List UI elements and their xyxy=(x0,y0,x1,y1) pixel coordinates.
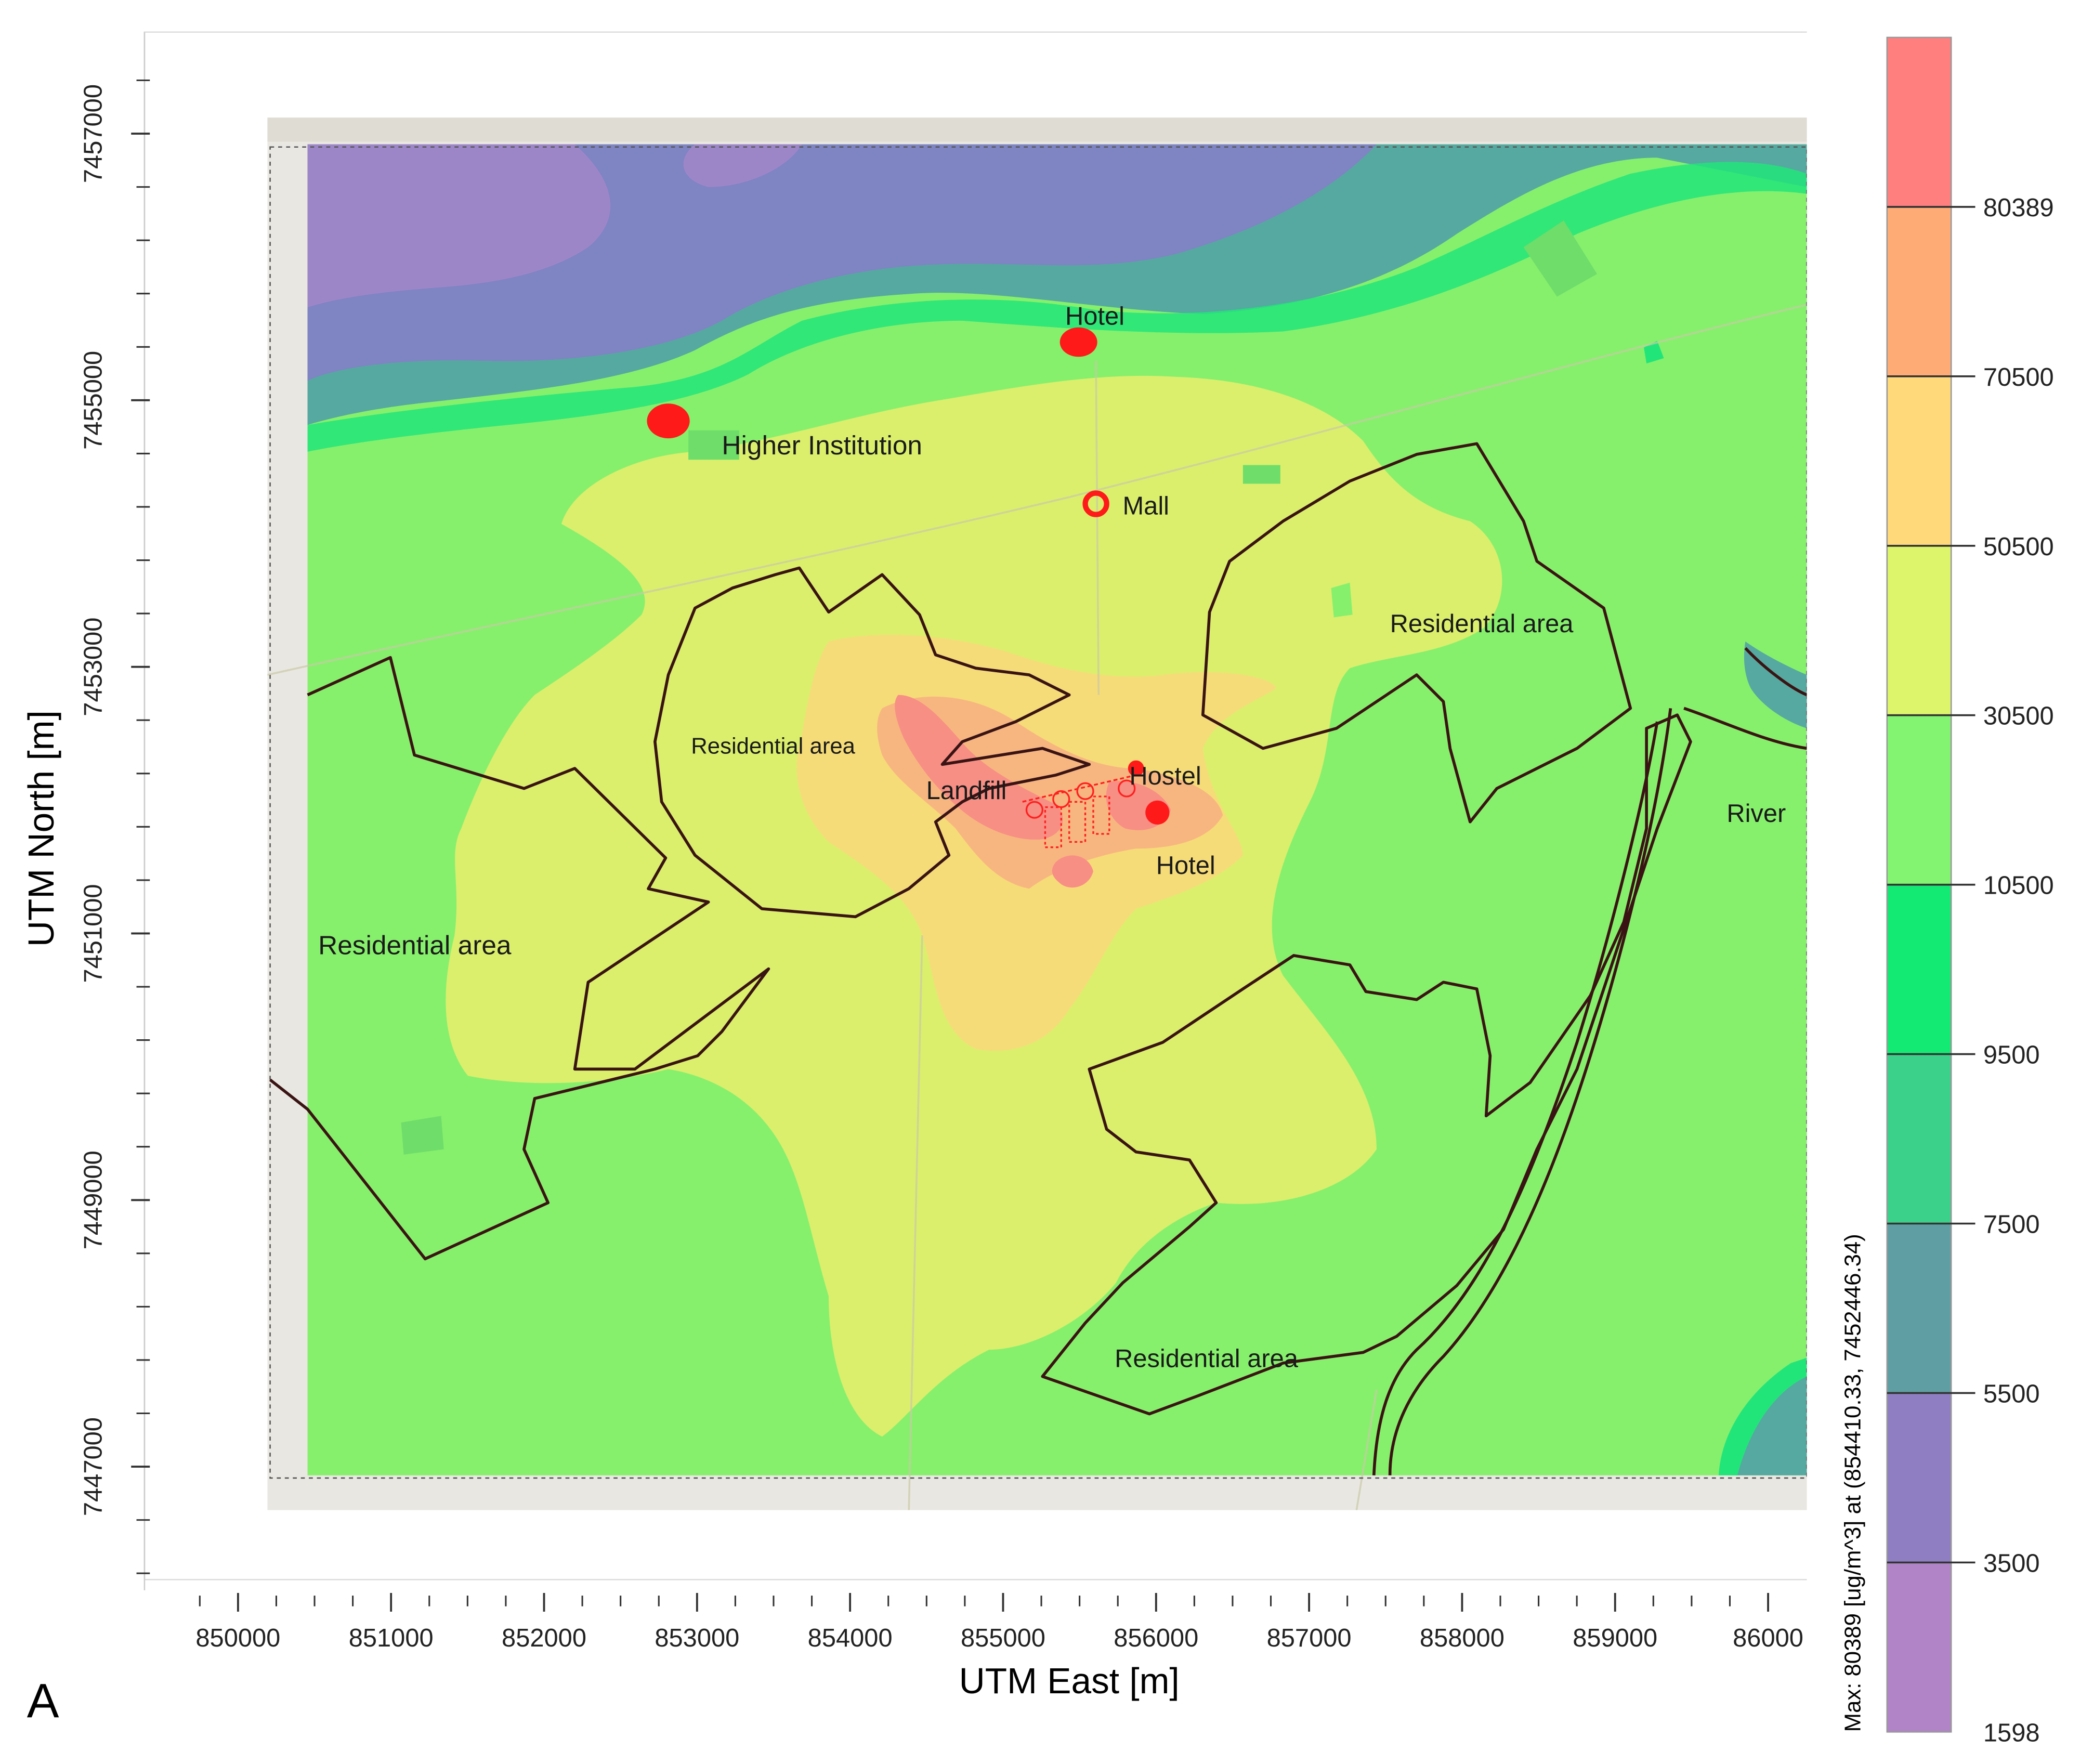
map-labels: Hotel Higher Institution Mall Residentia… xyxy=(318,303,1786,1373)
legend-level-label: 70500 xyxy=(1983,363,2054,391)
x-tick-label: 857000 xyxy=(1267,1624,1352,1652)
legend-swatch xyxy=(1887,884,1952,1055)
legend-swatch xyxy=(1887,1562,1952,1733)
legend-level-label: 1598 xyxy=(1983,1719,2040,1747)
legend-color-bar xyxy=(1887,37,1952,1733)
boundary-east-edge xyxy=(1744,647,1808,697)
legend-swatch xyxy=(1887,1223,1952,1394)
receptor-hostel xyxy=(1128,760,1144,777)
boundary-residential-south xyxy=(1041,713,1692,1416)
x-axis: 850000 851000 852000 853000 854000 855000 8560… xyxy=(144,1592,1807,1701)
legend-swatch xyxy=(1887,545,1952,716)
contour-red-patch-west xyxy=(895,695,1063,840)
label-river: River xyxy=(1726,800,1786,828)
legend-swatch xyxy=(1887,206,1952,377)
y-tick-label: 7447000 xyxy=(80,1417,108,1516)
legend-level-labels: 80389 70500 50500 30500 10500 9500 7500 5500 350… xyxy=(1887,194,2054,1747)
legend-swatch xyxy=(1887,376,1952,547)
y-axis: 7457000 7455000 7453000 7451000 7449000 74470… xyxy=(21,32,150,1590)
label-residential-center: Residential area xyxy=(691,734,855,759)
receptor-mall xyxy=(1082,490,1109,517)
legend-level-label: 30500 xyxy=(1983,702,2054,730)
contour-purple-core-2 xyxy=(683,144,802,187)
y-tick-label: 7449000 xyxy=(80,1151,108,1249)
x-axis-title: UTM East [m] xyxy=(959,1661,1180,1701)
legend-level-label: 80389 xyxy=(1983,194,2054,222)
label-hostel: Hostel xyxy=(1129,762,1201,790)
label-residential-ne: Residential area xyxy=(1390,610,1574,638)
area-boundaries xyxy=(269,442,1808,1475)
boundary-residential-west xyxy=(269,656,770,1261)
boundary-river-channel xyxy=(1372,707,1808,1475)
contour-green-corner-southeast xyxy=(1718,1357,1807,1475)
x-tick-label: 855000 xyxy=(961,1624,1045,1652)
x-tick-label: 858000 xyxy=(1420,1624,1505,1652)
x-tick-label: 853000 xyxy=(655,1624,739,1652)
legend-swatch xyxy=(1887,1393,1952,1563)
y-tick-label: 7455000 xyxy=(80,351,108,450)
panel-letter: A xyxy=(27,1674,59,1728)
model-domain-border xyxy=(269,146,1808,1479)
y-tick-label: 7453000 xyxy=(80,618,108,716)
contour-purple-core xyxy=(307,144,611,308)
x-tick-label: 851000 xyxy=(349,1624,434,1652)
contour-red-patch-south xyxy=(1052,855,1093,888)
receptor-hotel-center xyxy=(1145,800,1170,825)
label-mall: Mall xyxy=(1123,492,1170,520)
x-tick-label: 856000 xyxy=(1114,1624,1198,1652)
label-residential-south: Residential area xyxy=(1115,1345,1299,1373)
y-tick-label: 7451000 xyxy=(80,884,108,983)
y-axis-title: UTM North [m] xyxy=(21,710,61,947)
x-tick-label: 86000 xyxy=(1733,1624,1803,1652)
concentration-contours xyxy=(307,144,1807,1475)
x-axis-ticks: 850000 851000 852000 853000 854000 855000 8560… xyxy=(195,1592,1803,1652)
y-tick-label: 7457000 xyxy=(80,84,108,183)
legend-level-label: 5500 xyxy=(1983,1380,2040,1408)
legend-title: Max: 80389 [ug/m^3] at (854410.33, 74524… xyxy=(1840,1234,1865,1732)
legend-swatch xyxy=(1887,1054,1952,1224)
legend-swatch xyxy=(1887,715,1952,885)
receptor-hotel-north xyxy=(1059,327,1097,357)
contour-teal-corner-southeast xyxy=(1732,1366,1807,1475)
x-tick-label: 854000 xyxy=(808,1624,893,1652)
y-axis-ticks: 7457000 7455000 7453000 7451000 7449000 74470… xyxy=(80,32,150,1590)
legend-level-label: 9500 xyxy=(1983,1041,2040,1069)
x-tick-label: 850000 xyxy=(195,1624,280,1652)
landfill-source-cells xyxy=(1022,774,1136,848)
legend-level-label: 7500 xyxy=(1983,1211,2040,1239)
legend-level-label: 10500 xyxy=(1983,872,2054,900)
receptors xyxy=(647,327,1170,825)
receptor-higher-institution xyxy=(647,403,690,439)
label-higher-institution: Higher Institution xyxy=(722,430,922,460)
label-landfill: Landfill xyxy=(926,777,1007,805)
boundary-residential-center xyxy=(653,566,1091,919)
road-overlay xyxy=(267,304,1808,1510)
boundary-residential-ne xyxy=(1201,442,1632,824)
label-hotel-center: Hotel xyxy=(1156,852,1215,880)
label-residential-west: Residential area xyxy=(318,930,512,960)
legend-level-label: 3500 xyxy=(1983,1549,2040,1577)
x-tick-label: 859000 xyxy=(1573,1624,1657,1652)
x-tick-label: 852000 xyxy=(502,1624,586,1652)
legend: 80389 70500 50500 30500 10500 9500 7500 5500 350… xyxy=(1840,36,2054,1747)
legend-swatch xyxy=(1887,37,1952,208)
contour-bright-green-strip xyxy=(307,162,1807,452)
label-hotel-north: Hotel xyxy=(1065,303,1124,331)
legend-level-label: 50500 xyxy=(1983,533,2054,561)
